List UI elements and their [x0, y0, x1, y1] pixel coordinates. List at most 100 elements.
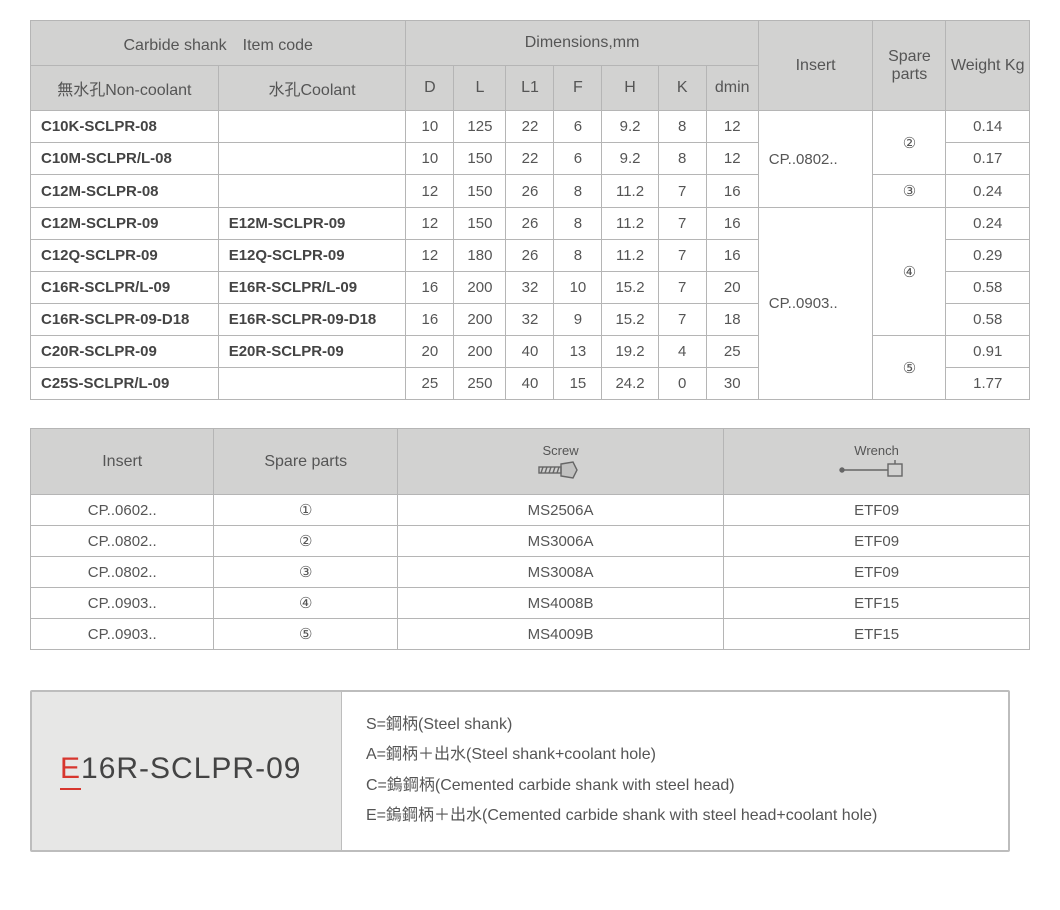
cell-H: 9.2 — [602, 143, 658, 175]
screw-icon — [537, 460, 585, 480]
cell-F: 9 — [554, 304, 602, 336]
cell-wt: 0.91 — [946, 336, 1030, 368]
cell-L: 180 — [454, 240, 506, 272]
cell-L: 200 — [454, 304, 506, 336]
cell-H: 19.2 — [602, 336, 658, 368]
cell-wt: 0.24 — [946, 175, 1030, 208]
table-row: C10K-SCLPR-08101252269.2812CP..0802..②0.… — [31, 111, 1030, 143]
hdr-noncoolant: 無水孔Non-coolant — [31, 66, 219, 111]
cell-dmin: 12 — [706, 111, 758, 143]
cell-D: 12 — [406, 175, 454, 208]
cell-D: 16 — [406, 272, 454, 304]
cell-screw: MS3006A — [397, 526, 723, 557]
cell-insert: CP..0802.. — [31, 526, 214, 557]
cell-D: 10 — [406, 111, 454, 143]
cell-L1: 22 — [506, 111, 554, 143]
cell-insert: CP..0903.. — [758, 208, 873, 400]
hdr-spare: Spare parts — [873, 21, 946, 111]
cell-K: 8 — [658, 143, 706, 175]
cell-K: 7 — [658, 240, 706, 272]
cell-L1: 40 — [506, 368, 554, 400]
cell-wrench: ETF09 — [724, 557, 1030, 588]
cell-L1: 32 — [506, 272, 554, 304]
cell-L1: 26 — [506, 175, 554, 208]
cell-nc: C16R-SCLPR-09-D18 — [31, 304, 219, 336]
hdr2-spare: Spare parts — [214, 429, 397, 495]
cell-H: 9.2 — [602, 111, 658, 143]
hdr-shank: Carbide shank Item code — [31, 21, 406, 66]
cell-spare: ④ — [214, 588, 397, 619]
cell-L: 150 — [454, 175, 506, 208]
table-row: CP..0903..④MS4008BETF15 — [31, 588, 1030, 619]
cell-D: 10 — [406, 143, 454, 175]
cell-D: 12 — [406, 240, 454, 272]
cell-F: 8 — [554, 240, 602, 272]
cell-L1: 22 — [506, 143, 554, 175]
cell-insert: CP..0903.. — [31, 588, 214, 619]
hdr-dmin: dmin — [706, 66, 758, 111]
wrench-icon — [838, 460, 916, 480]
cell-K: 7 — [658, 304, 706, 336]
legend-defs: S=鋼柄(Steel shank) A=鋼柄＋出水(Steel shank+co… — [342, 692, 901, 850]
table-row: CP..0802..③MS3008AETF09 — [31, 557, 1030, 588]
cell-H: 15.2 — [602, 272, 658, 304]
cell-nc: C20R-SCLPR-09 — [31, 336, 219, 368]
parts-table: Insert Spare parts Screw Wrench — [30, 428, 1030, 650]
cell-dmin: 16 — [706, 208, 758, 240]
cell-nc: C12M-SCLPR-09 — [31, 208, 219, 240]
cell-insert: CP..0802.. — [758, 111, 873, 208]
legend-line: E=鎢鋼柄＋出水(Cemented carbide shank with ste… — [366, 801, 877, 831]
hdr-L1: L1 — [506, 66, 554, 111]
cell-L: 200 — [454, 272, 506, 304]
cell-spare: ③ — [214, 557, 397, 588]
hdr-weight: Weight Kg — [946, 21, 1030, 111]
hdr-dim: Dimensions,mm — [406, 21, 758, 66]
cell-co — [218, 111, 406, 143]
cell-H: 24.2 — [602, 368, 658, 400]
cell-dmin: 30 — [706, 368, 758, 400]
cell-wt: 1.77 — [946, 368, 1030, 400]
cell-F: 15 — [554, 368, 602, 400]
cell-H: 11.2 — [602, 208, 658, 240]
cell-nc: C25S-SCLPR/L-09 — [31, 368, 219, 400]
cell-spare: ② — [214, 526, 397, 557]
table-row: C12M-SCLPR-09E12M-SCLPR-091215026811.271… — [31, 208, 1030, 240]
cell-spare: ③ — [873, 175, 946, 208]
cell-L: 250 — [454, 368, 506, 400]
hdr-coolant: 水孔Coolant — [218, 66, 406, 111]
code-legend: E16R-SCLPR-09 S=鋼柄(Steel shank) A=鋼柄＋出水(… — [30, 690, 1010, 852]
table-row: CP..0903..⑤MS4009BETF15 — [31, 619, 1030, 650]
cell-wt: 0.17 — [946, 143, 1030, 175]
cell-co: E16R-SCLPR/L-09 — [218, 272, 406, 304]
cell-K: 0 — [658, 368, 706, 400]
cell-K: 4 — [658, 336, 706, 368]
cell-K: 7 — [658, 208, 706, 240]
cell-F: 10 — [554, 272, 602, 304]
cell-L1: 26 — [506, 240, 554, 272]
legend-code-box: E16R-SCLPR-09 — [32, 692, 342, 850]
cell-nc: C16R-SCLPR/L-09 — [31, 272, 219, 304]
cell-L1: 40 — [506, 336, 554, 368]
cell-wt: 0.58 — [946, 272, 1030, 304]
cell-L: 150 — [454, 143, 506, 175]
cell-spare: ① — [214, 495, 397, 526]
cell-F: 8 — [554, 208, 602, 240]
spec-table: Carbide shank Item code Dimensions,mm In… — [30, 20, 1030, 400]
cell-nc: C12Q-SCLPR-09 — [31, 240, 219, 272]
hdr-D: D — [406, 66, 454, 111]
legend-line: C=鎢鋼柄(Cemented carbide shank with steel … — [366, 771, 877, 801]
wrench-label: Wrench — [728, 443, 1025, 458]
cell-F: 6 — [554, 111, 602, 143]
cell-D: 16 — [406, 304, 454, 336]
cell-spare: ② — [873, 111, 946, 175]
cell-dmin: 16 — [706, 175, 758, 208]
cell-screw: MS3008A — [397, 557, 723, 588]
cell-screw: MS4009B — [397, 619, 723, 650]
hdr-insert: Insert — [758, 21, 873, 111]
cell-F: 8 — [554, 175, 602, 208]
cell-dmin: 18 — [706, 304, 758, 336]
cell-spare: ⑤ — [873, 336, 946, 400]
legend-line: S=鋼柄(Steel shank) — [366, 710, 877, 740]
cell-H: 15.2 — [602, 304, 658, 336]
cell-wt: 0.58 — [946, 304, 1030, 336]
